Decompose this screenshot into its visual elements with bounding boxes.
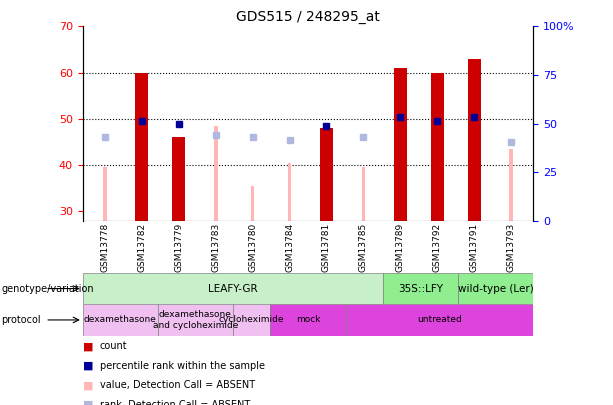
Bar — [346, 304, 533, 336]
Text: wild-type (Ler): wild-type (Ler) — [458, 284, 534, 294]
Text: GSM13789: GSM13789 — [396, 222, 405, 272]
Bar — [383, 273, 458, 304]
Bar — [83, 273, 383, 304]
Bar — [135, 72, 148, 221]
Text: ■: ■ — [83, 400, 93, 405]
Bar — [287, 163, 291, 221]
Text: untreated: untreated — [417, 315, 462, 324]
Text: GSM13791: GSM13791 — [470, 222, 479, 272]
Text: dexamethasone: dexamethasone — [84, 315, 157, 324]
Bar — [394, 68, 407, 221]
Text: GSM13793: GSM13793 — [507, 222, 516, 272]
Text: protocol: protocol — [1, 315, 41, 325]
Text: dexamethasone
and cycloheximide: dexamethasone and cycloheximide — [153, 310, 238, 330]
Text: mock: mock — [296, 315, 320, 324]
Text: ■: ■ — [83, 341, 93, 351]
Text: percentile rank within the sample: percentile rank within the sample — [100, 361, 265, 371]
Text: GSM13784: GSM13784 — [285, 222, 294, 272]
Text: GSM13778: GSM13778 — [101, 222, 109, 272]
Text: value, Detection Call = ABSENT: value, Detection Call = ABSENT — [100, 380, 255, 390]
Text: GSM13781: GSM13781 — [322, 222, 331, 272]
Text: GSM13783: GSM13783 — [211, 222, 220, 272]
Text: cycloheximide: cycloheximide — [219, 315, 284, 324]
Bar — [320, 128, 333, 221]
Bar — [103, 168, 107, 221]
Text: genotype/variation: genotype/variation — [1, 284, 94, 294]
Text: GSM13785: GSM13785 — [359, 222, 368, 272]
Text: GSM13780: GSM13780 — [248, 222, 257, 272]
Bar — [172, 137, 185, 221]
Bar — [83, 304, 158, 336]
Bar — [158, 304, 233, 336]
Text: ■: ■ — [83, 361, 93, 371]
Text: 35S::LFY: 35S::LFY — [398, 284, 443, 294]
Text: GSM13779: GSM13779 — [174, 222, 183, 272]
Title: GDS515 / 248295_at: GDS515 / 248295_at — [236, 10, 380, 24]
Bar — [251, 186, 254, 221]
Text: count: count — [100, 341, 128, 351]
Text: GSM13792: GSM13792 — [433, 222, 442, 272]
Text: ■: ■ — [83, 380, 93, 390]
Bar — [468, 59, 481, 221]
Bar — [458, 273, 533, 304]
Bar — [509, 149, 513, 221]
Text: rank, Detection Call = ABSENT: rank, Detection Call = ABSENT — [100, 400, 250, 405]
Text: LEAFY-GR: LEAFY-GR — [208, 284, 257, 294]
Bar — [233, 304, 270, 336]
Bar — [214, 126, 218, 221]
Bar — [362, 168, 365, 221]
Bar — [431, 72, 444, 221]
Bar — [270, 304, 346, 336]
Text: GSM13782: GSM13782 — [137, 222, 147, 272]
